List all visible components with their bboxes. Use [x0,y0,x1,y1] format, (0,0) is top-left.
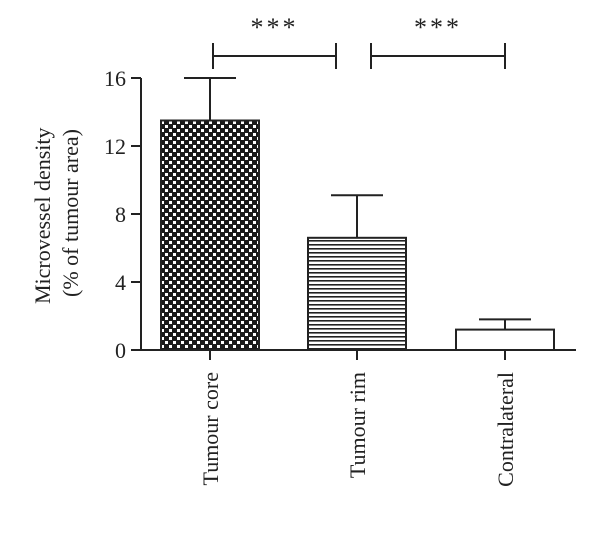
bar [160,119,260,351]
bar [455,328,555,352]
error-bars [184,77,531,330]
y-tick-label: 4 [115,270,126,295]
x-tick-label: Tumour rim [345,372,370,478]
y-tick-label: 0 [115,338,126,363]
significance-label: *** [414,13,462,42]
x-tick-label: Contralateral [493,372,518,487]
significance-label: *** [251,13,299,42]
y-axis-label-line1: Microvessel density [30,127,55,304]
significance-brackets: *** *** [212,13,506,69]
y-axis: 0 4 8 12 16 [104,66,142,363]
y-tick-label: 16 [104,66,126,91]
y-tick-label: 8 [115,202,126,227]
x-axis: Tumour core Tumour rim Contralateral [141,349,576,487]
y-axis-label: Microvessel density (% of tumour area) [30,122,83,304]
y-tick-label: 12 [104,134,126,159]
y-axis-label-line2: (% of tumour area) [58,129,83,297]
x-tick-label: Tumour core [198,372,223,485]
bar [307,236,407,351]
